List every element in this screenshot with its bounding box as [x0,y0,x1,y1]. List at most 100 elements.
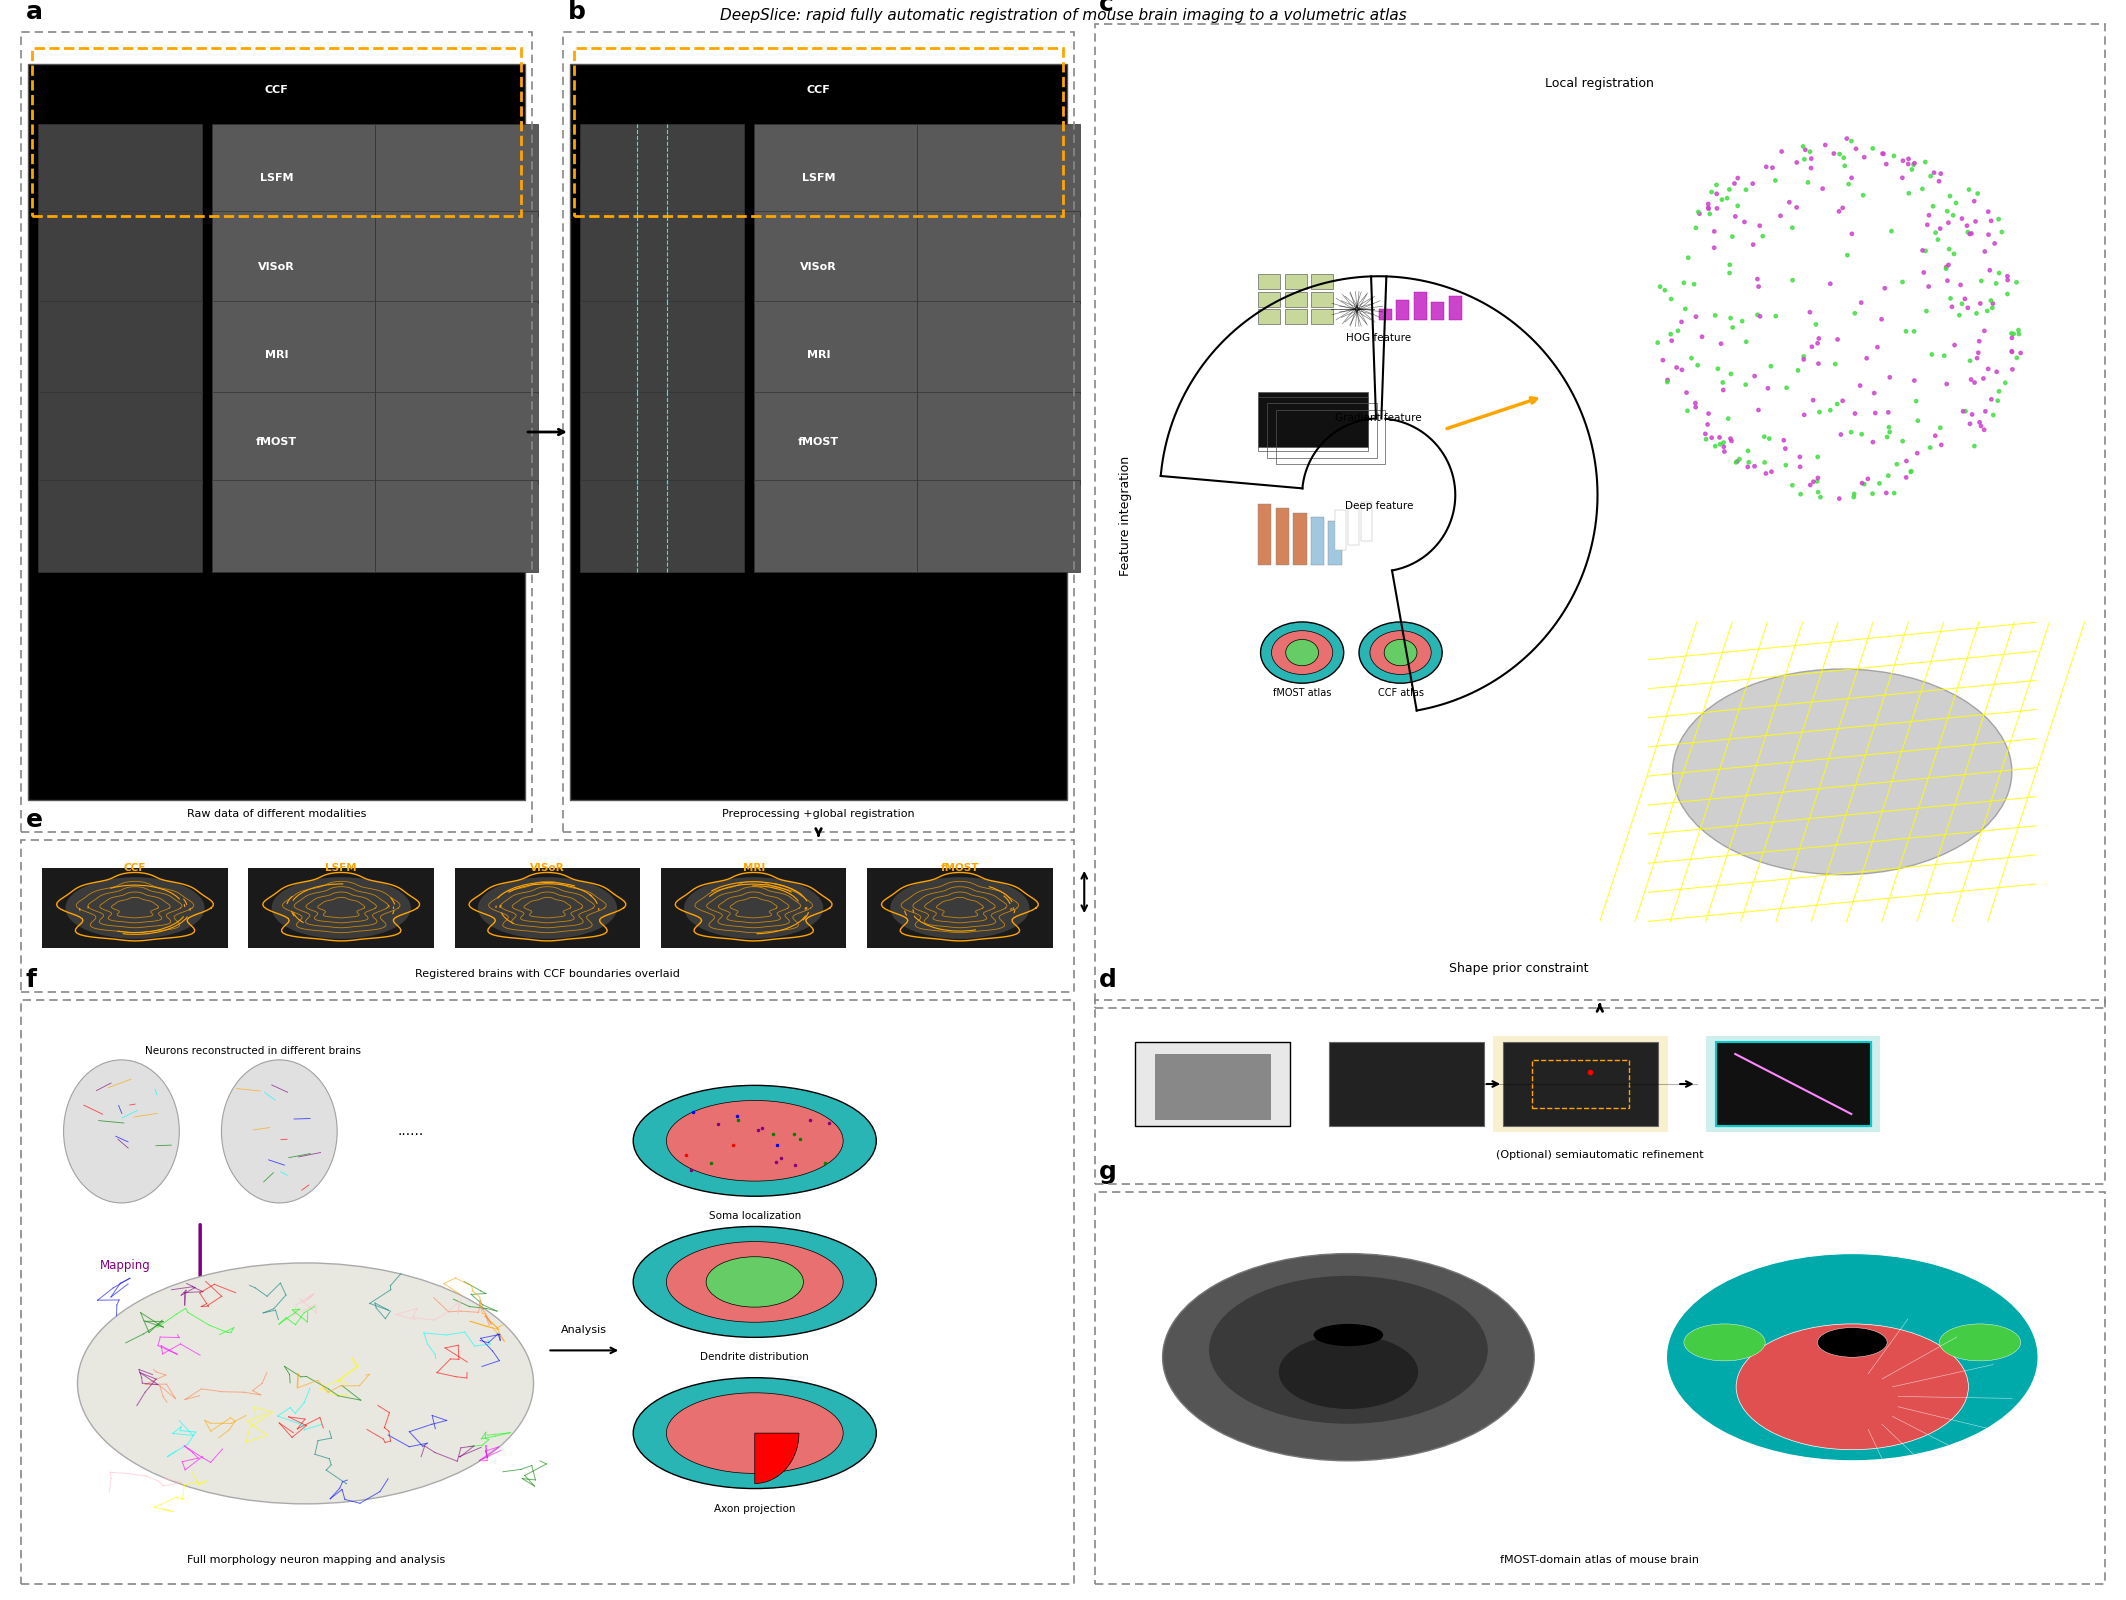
Point [1933,253,1967,278]
Point [1650,368,1684,394]
Point [1886,269,1920,294]
Point [1918,422,1952,448]
Point [1967,366,2001,392]
Ellipse shape [634,1085,876,1197]
Bar [755,392,916,483]
Text: fMOST average template: fMOST average template [1284,1488,1414,1498]
Point [1720,450,1754,475]
Bar [374,211,538,304]
Point [1905,176,1939,202]
Bar [1348,506,1359,546]
Point [2001,317,2035,342]
Point [1786,134,1820,160]
Bar [580,125,744,216]
Bar [38,211,202,304]
Text: VISoR: VISoR [257,262,296,272]
Point [1924,432,1958,458]
Point [1803,485,1837,510]
Point [1794,146,1828,171]
Bar [1259,504,1271,565]
Point [1886,147,1920,173]
Point [1801,480,1835,506]
Point [1990,267,2024,293]
Bar [755,125,916,216]
Point [1896,318,1930,344]
Point [1703,424,1737,450]
Text: c: c [1099,0,1114,16]
Point [1865,307,1899,333]
Point [1714,429,1748,454]
Point [1654,322,1688,347]
Point [1779,195,1813,221]
Point [1822,141,1856,166]
Point [1928,254,1962,280]
Bar [1329,1042,1484,1126]
Point [1975,291,2009,317]
Point [1822,486,1856,512]
Point [1962,291,1996,317]
Text: CCF: CCF [264,85,289,94]
Point [1801,445,1835,470]
Text: Analysis: Analysis [561,1325,608,1334]
Point [1956,402,1990,427]
Text: Preprocessing +global registration: Preprocessing +global registration [723,810,914,819]
Bar [1276,410,1386,464]
Point [1945,206,1979,232]
Bar [1259,397,1367,451]
Bar [580,211,744,304]
Point [1680,395,1714,421]
Point [1852,466,1886,491]
Bar [213,301,374,394]
Point [1939,190,1973,216]
Point [1930,198,1964,224]
Point [1699,302,1733,328]
Text: CCF: CCF [123,864,147,874]
Bar [1154,1054,1271,1120]
Ellipse shape [634,1378,876,1488]
Point [1843,290,1877,315]
Point [1954,411,1988,437]
Point [1835,419,1869,445]
Point [1743,304,1777,330]
Text: fMOST annotation template: fMOST annotation template [1779,1488,1924,1498]
Point [1737,453,1771,478]
Ellipse shape [1271,630,1333,675]
Point [1865,141,1899,166]
Point [1977,402,2011,427]
Point [1805,176,1839,202]
Point [1754,459,1788,485]
Point [1926,342,1960,368]
Ellipse shape [272,877,410,939]
Point [1728,210,1762,235]
Point [2001,269,2035,294]
Point [1699,173,1733,198]
Text: MRI: MRI [806,350,831,360]
Bar [1259,291,1280,307]
Point [1690,411,1724,437]
Point [1962,339,1996,365]
Point [1994,339,2028,365]
Point [1801,350,1835,376]
Point [1975,208,2009,234]
Point [1750,154,1784,179]
Point [1665,357,1699,382]
Point [1994,320,2028,346]
Point [1886,165,1920,190]
Point [1820,326,1854,352]
Text: LSFM: LSFM [802,173,836,182]
Point [1856,429,1890,454]
Ellipse shape [221,1059,338,1203]
Point [1743,213,1777,238]
Text: Shape prior constraint: Shape prior constraint [1450,962,1588,974]
Point [1930,371,1964,397]
Point [1833,171,1867,197]
Point [1950,398,1984,424]
Bar [1284,309,1307,325]
Point [1680,214,1714,240]
Text: CCF atlas: CCF atlas [1378,688,1424,698]
Point [1839,400,1873,426]
Point [1937,333,1971,358]
Point [1692,202,1726,227]
Point [1877,142,1911,168]
Point [1901,440,1935,466]
